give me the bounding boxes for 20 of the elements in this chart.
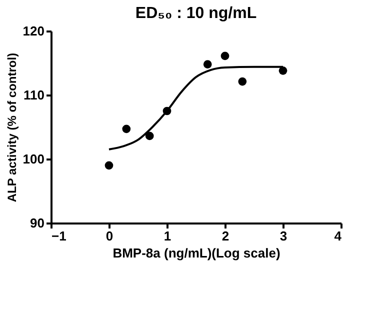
chart-title: ED₅₀ : 10 ng/mL	[135, 5, 257, 22]
x-tick-label: 4	[334, 228, 342, 244]
point	[238, 77, 247, 86]
x-tick-label: 1	[164, 228, 172, 244]
point	[122, 124, 131, 134]
y-tick-label: 90	[30, 216, 44, 230]
y-tick-label: 110	[24, 88, 44, 102]
point	[220, 52, 230, 60]
point	[104, 161, 114, 170]
point	[145, 132, 154, 140]
x-tick-label: 0	[106, 228, 114, 244]
y-tick-label: 120	[22, 24, 44, 38]
point	[203, 60, 212, 68]
x-tick-label: 2	[222, 228, 230, 244]
x-tick-label: 3	[280, 228, 288, 244]
y-axis-title: ALP activity (% of control)	[4, 52, 19, 202]
y-tick-label: 100	[22, 152, 44, 166]
x-axis-title: BMP-8a (ng/mL)(Log scale)	[112, 246, 280, 260]
point	[278, 66, 288, 75]
x-tick-label: −1	[52, 228, 66, 244]
